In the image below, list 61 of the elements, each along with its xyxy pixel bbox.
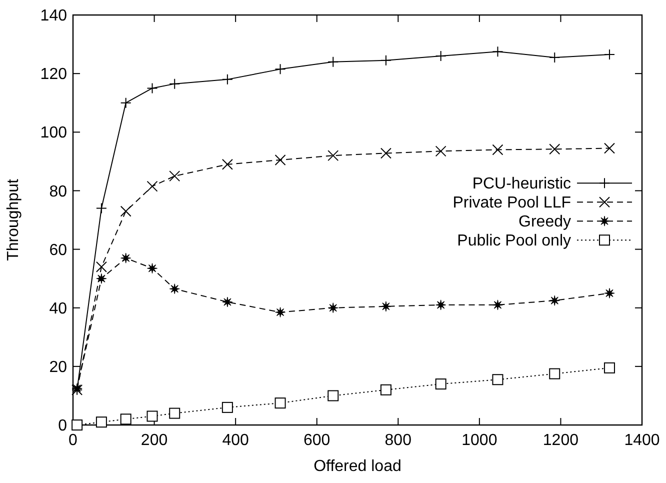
- y-tick-label: 60: [49, 242, 68, 259]
- point: [146, 82, 158, 94]
- point: [146, 180, 158, 192]
- point: [120, 252, 132, 264]
- y-tick-label: 120: [40, 66, 68, 84]
- point: [435, 378, 446, 390]
- legend-label: Private Pool LLF: [452, 194, 572, 212]
- point: [328, 390, 339, 402]
- point: [169, 284, 180, 294]
- point: [492, 300, 504, 310]
- point: [222, 296, 233, 308]
- point: [146, 263, 158, 274]
- point: [549, 144, 560, 155]
- y-tick-label: 100: [40, 124, 68, 142]
- y-tick-label: 40: [49, 300, 68, 318]
- point: [492, 144, 504, 156]
- point: [380, 148, 392, 159]
- y-tick-label: 20: [49, 359, 68, 376]
- y-tick-label: 80: [49, 183, 68, 200]
- legend-label: Greedy: [518, 214, 571, 231]
- y-tick-label: 140: [40, 8, 68, 25]
- point: [436, 300, 446, 310]
- y-axis-title: Throughput: [5, 178, 22, 261]
- point: [549, 368, 560, 380]
- point: [604, 362, 615, 374]
- x-tick-label: 800: [384, 432, 412, 449]
- legend-label: Public Pool only: [457, 232, 571, 250]
- point: [604, 288, 615, 299]
- point: [380, 384, 392, 396]
- point: [222, 402, 233, 413]
- point: [274, 306, 286, 318]
- x-tick-label: 1200: [542, 432, 579, 449]
- point: [604, 142, 615, 154]
- point: [274, 398, 286, 409]
- point: [146, 410, 158, 422]
- point: [328, 302, 338, 314]
- point: [120, 206, 132, 217]
- point: [120, 97, 132, 108]
- point: [169, 170, 180, 182]
- point: [549, 295, 560, 306]
- x-tick-label: 400: [222, 432, 250, 449]
- point: [492, 374, 504, 386]
- point: [380, 301, 392, 312]
- point: [96, 416, 107, 428]
- x-axis-title: Offered load: [314, 458, 402, 475]
- point: [435, 146, 446, 157]
- point: [96, 273, 107, 284]
- legend-label: PCU-heuristic: [472, 176, 571, 193]
- x-tick-label: 1400: [624, 432, 660, 449]
- point: [169, 408, 180, 419]
- x-tick-label: 1000: [462, 432, 498, 449]
- point: [96, 261, 107, 272]
- point: [274, 154, 286, 166]
- x-tick-label: 200: [140, 432, 168, 449]
- point: [328, 150, 339, 162]
- y-tick-label: 0: [58, 418, 68, 435]
- point: [120, 414, 132, 425]
- point: [222, 158, 233, 170]
- x-tick-label: 0: [68, 432, 78, 449]
- x-tick-label: 600: [304, 432, 330, 449]
- point: [72, 420, 83, 430]
